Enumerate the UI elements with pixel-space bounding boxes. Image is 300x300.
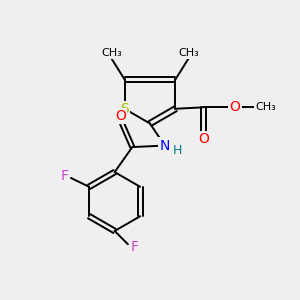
Text: O: O xyxy=(115,109,126,123)
Text: CH₃: CH₃ xyxy=(255,102,276,112)
Text: F: F xyxy=(61,169,69,184)
Text: H: H xyxy=(172,144,182,158)
Text: CH₃: CH₃ xyxy=(101,48,122,58)
Text: S: S xyxy=(120,102,129,116)
Text: F: F xyxy=(130,240,138,254)
Text: O: O xyxy=(198,132,209,146)
Text: N: N xyxy=(160,139,170,153)
Text: CH₃: CH₃ xyxy=(178,48,199,58)
Text: O: O xyxy=(230,100,240,114)
